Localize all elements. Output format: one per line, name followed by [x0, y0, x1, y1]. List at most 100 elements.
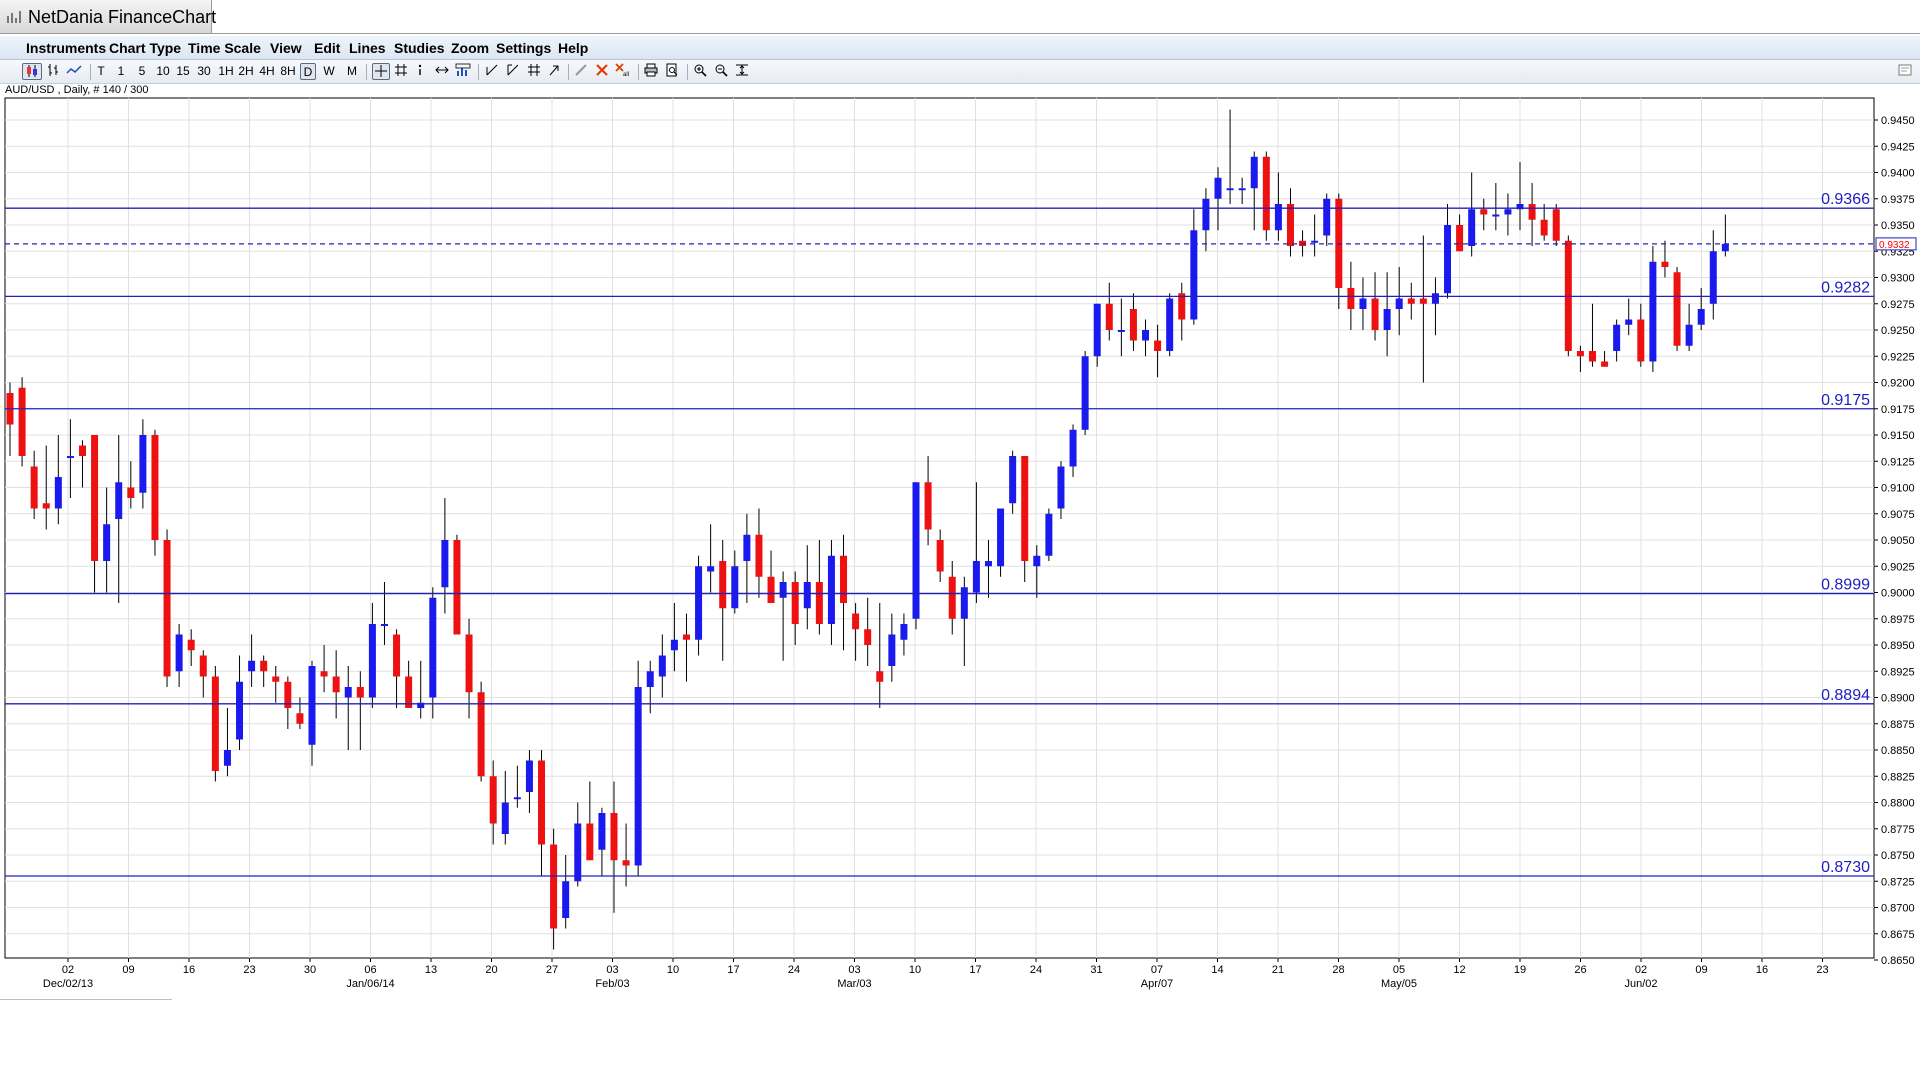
candle-body[interactable]: [562, 881, 570, 918]
candle-body[interactable]: [658, 655, 666, 677]
candle-body[interactable]: [997, 508, 1005, 567]
candle-body[interactable]: [1286, 204, 1294, 246]
candle-body[interactable]: [1129, 309, 1137, 341]
menu-settings[interactable]: Settings: [496, 40, 552, 56]
delete-icon[interactable]: [593, 63, 611, 80]
candle-body[interactable]: [924, 482, 932, 530]
candle-body[interactable]: [248, 660, 256, 672]
candle-body[interactable]: [453, 540, 461, 635]
candle-body[interactable]: [538, 760, 546, 845]
candle-body[interactable]: [731, 566, 739, 609]
menu-lines[interactable]: Lines: [349, 40, 386, 56]
candle-body[interactable]: [610, 813, 618, 861]
candle-body[interactable]: [574, 823, 582, 882]
menu-studies[interactable]: Studies: [394, 40, 445, 56]
candle-body[interactable]: [1093, 303, 1101, 357]
candle-body[interactable]: [42, 503, 50, 509]
candle-body[interactable]: [1661, 261, 1669, 267]
window-tab[interactable]: NetDania FinanceChart: [0, 0, 216, 34]
candle-body[interactable]: [670, 639, 678, 651]
candle-body[interactable]: [622, 860, 630, 866]
timeframe-tick[interactable]: T: [97, 64, 105, 78]
candle-body[interactable]: [296, 713, 304, 724]
candle-body[interactable]: [1468, 209, 1476, 246]
candle-body[interactable]: [876, 671, 884, 682]
candle-body[interactable]: [1033, 555, 1041, 567]
candle-body[interactable]: [586, 823, 594, 861]
candle-body[interactable]: [30, 466, 38, 509]
candle-body[interactable]: [1721, 243, 1729, 252]
candle-body[interactable]: [1504, 209, 1512, 215]
candle-body[interactable]: [1045, 513, 1053, 556]
timeframe-2h[interactable]: 2H: [238, 64, 254, 78]
candle-body[interactable]: [1601, 361, 1609, 367]
candle-body[interactable]: [1552, 209, 1560, 241]
candle-body[interactable]: [66, 456, 74, 458]
grid-icon[interactable]: [392, 63, 410, 80]
candle-body[interactable]: [1142, 330, 1150, 341]
candle-body[interactable]: [1673, 272, 1681, 346]
candle-body[interactable]: [1588, 351, 1596, 362]
menu-chart-type[interactable]: Chart Type: [109, 40, 182, 56]
candle-body[interactable]: [344, 687, 352, 698]
crosshair-icon[interactable]: [372, 63, 390, 80]
candle-body[interactable]: [308, 666, 316, 745]
candle-body[interactable]: [1456, 225, 1464, 252]
candle-body[interactable]: [284, 681, 292, 708]
candle-body[interactable]: [1625, 319, 1633, 325]
candle-body[interactable]: [912, 482, 920, 619]
candle-body[interactable]: [465, 634, 473, 693]
timeframe-1h[interactable]: 1H: [218, 64, 234, 78]
candle-body[interactable]: [393, 634, 401, 677]
candle-body[interactable]: [1576, 351, 1584, 357]
candle-body[interactable]: [1214, 177, 1222, 199]
menu-zoom[interactable]: Zoom: [451, 40, 490, 56]
candle-body[interactable]: [791, 582, 799, 624]
fibonacci-icon[interactable]: [525, 63, 543, 80]
candle-body[interactable]: [1371, 298, 1379, 331]
candle-body[interactable]: [429, 597, 437, 698]
timeframe-8h[interactable]: 8H: [280, 64, 296, 78]
candle-body[interactable]: [1250, 156, 1258, 189]
candle-body[interactable]: [755, 534, 763, 577]
timeframe-1[interactable]: 1: [117, 64, 125, 78]
candle-body[interactable]: [1492, 214, 1500, 217]
candle-body[interactable]: [18, 387, 26, 456]
candle-body[interactable]: [211, 676, 219, 772]
candle-body[interactable]: [1262, 156, 1270, 231]
candle-body[interactable]: [272, 676, 280, 682]
candle-body[interactable]: [1154, 340, 1162, 352]
arrow-tool-icon[interactable]: [545, 63, 563, 80]
candle-body[interactable]: [1117, 330, 1125, 332]
candle-body[interactable]: [380, 624, 388, 626]
zoom-out-icon[interactable]: [712, 63, 730, 80]
menu-time-scale[interactable]: Time Scale: [188, 40, 261, 56]
candle-body[interactable]: [199, 655, 207, 677]
candle-body[interactable]: [1238, 188, 1246, 191]
candle-body[interactable]: [103, 524, 111, 561]
pencil-icon[interactable]: [572, 63, 590, 80]
menu-view[interactable]: View: [270, 40, 302, 56]
candle-body[interactable]: [260, 660, 268, 672]
candle-body[interactable]: [864, 629, 872, 645]
timeframe-10[interactable]: 10: [156, 64, 170, 78]
zoom-in-icon[interactable]: [691, 63, 709, 80]
candle-body[interactable]: [151, 435, 159, 540]
candle-body[interactable]: [682, 634, 690, 640]
candle-body[interactable]: [852, 613, 860, 630]
bar-chart-icon[interactable]: [44, 63, 62, 80]
candle-body[interactable]: [1359, 298, 1367, 310]
info-icon[interactable]: [413, 63, 427, 80]
candle-body[interactable]: [91, 435, 99, 561]
candle-body[interactable]: [525, 760, 533, 793]
candle-body[interactable]: [779, 582, 787, 598]
volume-icon[interactable]: [454, 63, 472, 80]
candle-body[interactable]: [115, 482, 123, 519]
candle-body[interactable]: [767, 576, 775, 603]
candle-body[interactable]: [501, 802, 509, 835]
menu-instruments[interactable]: Instruments: [26, 40, 107, 56]
candle-body[interactable]: [550, 844, 558, 929]
candle-body[interactable]: [320, 671, 328, 677]
candle-body[interactable]: [405, 676, 413, 709]
candle-body[interactable]: [1323, 198, 1331, 236]
